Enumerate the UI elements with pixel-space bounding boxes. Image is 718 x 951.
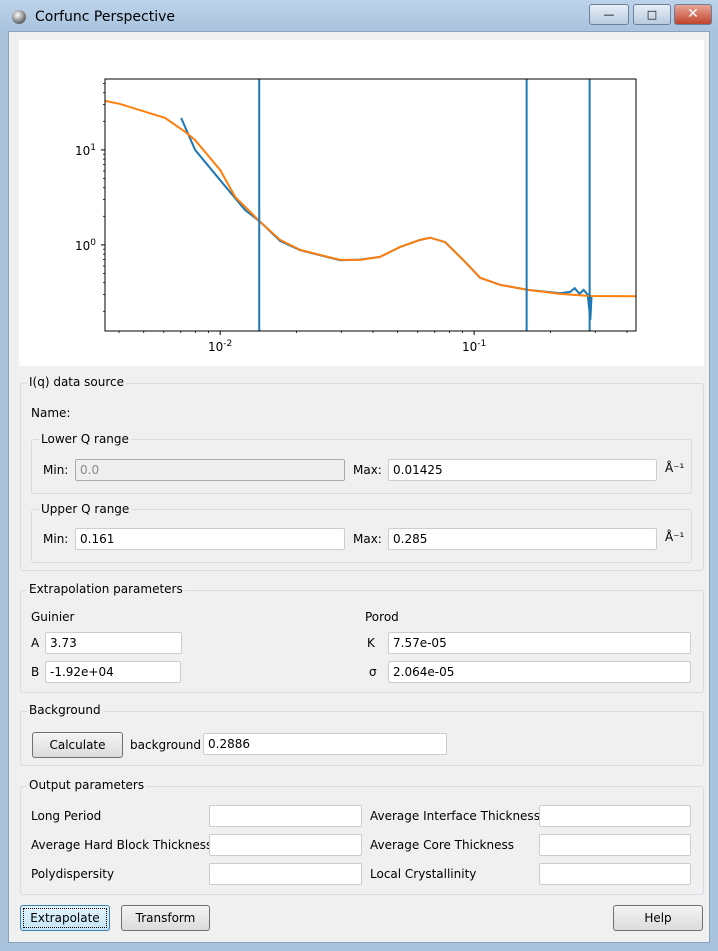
lower-max-label: Max:	[353, 463, 382, 477]
background-title: Background	[27, 703, 103, 717]
b-label: B	[31, 665, 40, 679]
output-title: Output parameters	[27, 778, 147, 792]
calculate-button[interactable]: Calculate	[32, 732, 123, 758]
upper-q-max-input[interactable]: 0.285	[388, 528, 657, 550]
close-button[interactable]: ✕	[674, 4, 712, 25]
data-source-group	[20, 383, 704, 571]
lower-unit-label: Å⁻¹	[665, 461, 685, 475]
background-input[interactable]: 0.2886	[203, 733, 447, 755]
app-icon	[12, 10, 26, 24]
porod-sigma-input[interactable]: 2.064e-05	[388, 661, 691, 683]
title-bar[interactable]: Corfunc Perspective — □ ✕	[0, 0, 718, 32]
lower-q-title: Lower Q range	[39, 432, 131, 446]
core-label: Average Core Thickness	[370, 838, 514, 852]
interface-label: Average Interface Thickness	[370, 809, 540, 823]
x-tick-label: 10-1	[462, 339, 486, 354]
extrapolation-title: Extrapolation parameters	[27, 582, 185, 596]
hard-block-input[interactable]	[209, 834, 362, 856]
extrapolation-line	[105, 99, 636, 298]
polydispersity-label: Polydispersity	[31, 867, 115, 881]
transform-button[interactable]: Transform	[121, 905, 210, 931]
background-label: background	[130, 738, 201, 752]
upper-q-group	[31, 509, 692, 563]
upper-min-label: Min:	[43, 532, 69, 546]
lower-q-group	[31, 439, 692, 494]
lower-min-label: Min:	[43, 463, 69, 477]
x-tick-label: 10-2	[208, 339, 232, 354]
lower-q-min-input[interactable]: 0.0	[75, 459, 345, 481]
iq-chart: 10-2 10-1 101 100	[75, 78, 637, 354]
y-tick-label: 100	[75, 238, 96, 253]
polydispersity-input[interactable]	[209, 863, 362, 885]
minimize-button[interactable]: —	[589, 4, 629, 25]
window-title: Corfunc Perspective	[35, 9, 175, 25]
guinier-b-input[interactable]: -1.92e+04	[45, 661, 181, 683]
lower-q-max-input[interactable]: 0.01425	[388, 459, 657, 481]
guinier-label: Guinier	[31, 610, 75, 624]
upper-q-title: Upper Q range	[39, 502, 132, 516]
a-label: A	[31, 636, 40, 650]
name-label: Name:	[31, 406, 71, 420]
data-source-title: I(q) data source	[27, 375, 127, 389]
k-label: K	[367, 636, 375, 650]
maximize-button[interactable]: □	[633, 4, 671, 25]
porod-label: Porod	[365, 610, 399, 624]
hard-block-label: Average Hard Block Thickness	[31, 838, 213, 852]
porod-k-input[interactable]: 7.57e-05	[388, 632, 691, 654]
guinier-a-input[interactable]: 3.73	[45, 632, 182, 654]
upper-q-min-input[interactable]: 0.161	[75, 528, 345, 550]
help-button[interactable]: Help	[613, 905, 703, 931]
upper-max-label: Max:	[353, 532, 382, 546]
upper-unit-label: Å⁻¹	[665, 530, 685, 544]
output-group	[20, 786, 704, 895]
background-group	[20, 711, 704, 766]
plot-frame	[104, 78, 637, 332]
long-period-input[interactable]	[209, 805, 362, 827]
crystallinity-input[interactable]	[539, 863, 691, 885]
core-input[interactable]	[539, 834, 691, 856]
interface-input[interactable]	[539, 805, 691, 827]
plot-canvas[interactable]: 10-2 10-1 101 100	[19, 40, 704, 366]
y-tick-label: 101	[75, 143, 96, 158]
sigma-label: σ	[369, 665, 377, 679]
extrapolate-button[interactable]: Extrapolate	[20, 905, 110, 931]
extrapolation-group	[20, 590, 704, 693]
crystallinity-label: Local Crystallinity	[370, 867, 477, 881]
long-period-label: Long Period	[31, 809, 102, 823]
